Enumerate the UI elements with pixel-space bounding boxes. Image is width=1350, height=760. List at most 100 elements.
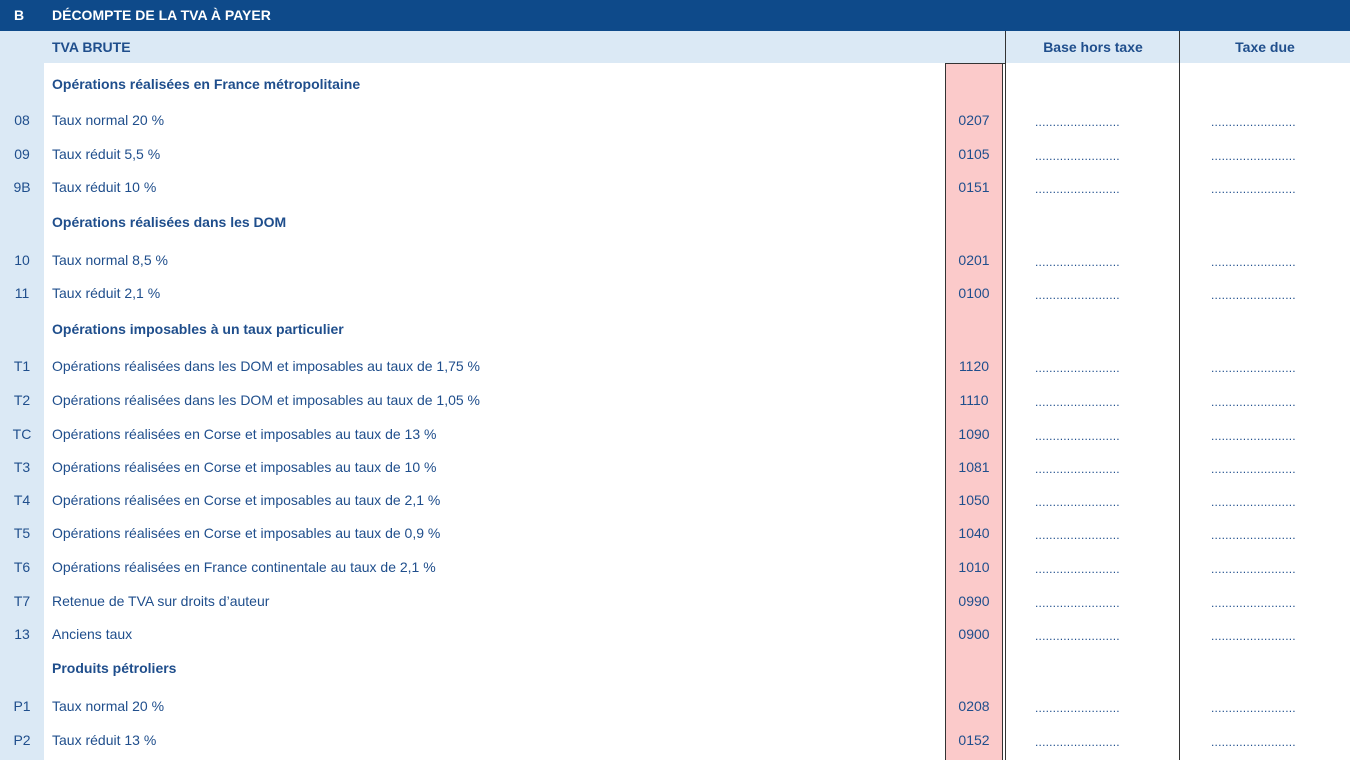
table-row: 9B Taux réduit 10 % 0151..................… bbox=[0, 170, 1350, 203]
row-number: 09 bbox=[14, 146, 30, 162]
row-code: 0990 bbox=[958, 593, 990, 609]
column-header-tax: Taxe due bbox=[1235, 39, 1295, 55]
tax-amount-field[interactable]: ........................ bbox=[1211, 596, 1296, 610]
tax-amount-field[interactable]: ........................ bbox=[1211, 255, 1296, 269]
row-label: Taux réduit 2,1 % bbox=[52, 285, 161, 301]
tax-amount-field[interactable]: ........................ bbox=[1211, 495, 1296, 509]
section-label: Opérations réalisées dans les DOM bbox=[52, 214, 287, 230]
base-amount-field[interactable]: ........................ bbox=[1035, 629, 1120, 643]
left-margin-strip bbox=[0, 0, 44, 760]
tax-amount-field[interactable]: ........................ bbox=[1211, 462, 1296, 476]
table-row: T3 Opérations réalisées en Corse et impos… bbox=[0, 450, 1350, 483]
row-code: 0100 bbox=[958, 285, 990, 301]
tax-amount-field[interactable]: ........................ bbox=[1211, 361, 1296, 375]
row-code: 0208 bbox=[958, 698, 990, 714]
row-label: Opérations réalisées dans les DOM et imp… bbox=[52, 392, 481, 408]
column-divider-base bbox=[1005, 31, 1006, 760]
row-number: T6 bbox=[13, 559, 31, 575]
row-label: Taux réduit 10 % bbox=[52, 179, 157, 195]
base-amount-field[interactable]: ........................ bbox=[1035, 562, 1120, 576]
tax-amount-field[interactable]: ........................ bbox=[1211, 149, 1296, 163]
base-amount-field[interactable]: ........................ bbox=[1035, 182, 1120, 196]
base-amount-field[interactable]: ........................ bbox=[1035, 429, 1120, 443]
table-row: P2 Taux réduit 13 % 0152..................… bbox=[0, 723, 1350, 756]
tax-amount-field[interactable]: ........................ bbox=[1211, 629, 1296, 643]
section-label: Produits pétroliers bbox=[52, 660, 177, 676]
tax-amount-field[interactable]: ........................ bbox=[1211, 735, 1296, 749]
row-label: Taux réduit 5,5 % bbox=[52, 146, 161, 162]
row-code: 1090 bbox=[958, 426, 990, 442]
table-row: 08 Taux normal 20 % 0207..................… bbox=[0, 103, 1350, 136]
base-amount-field[interactable]: ........................ bbox=[1035, 395, 1120, 409]
row-label: Opérations réalisées en Corse et imposab… bbox=[52, 426, 437, 442]
row-code: 0105 bbox=[958, 146, 990, 162]
row-number: T3 bbox=[13, 459, 31, 475]
row-number: T4 bbox=[13, 492, 31, 508]
tax-amount-field[interactable]: ........................ bbox=[1211, 429, 1296, 443]
row-number: 11 bbox=[14, 285, 30, 301]
row-label: Opérations réalisées dans les DOM et imp… bbox=[52, 358, 481, 374]
base-amount-field[interactable]: ........................ bbox=[1035, 735, 1120, 749]
section-letter: B bbox=[14, 7, 25, 23]
row-number: 9B bbox=[13, 179, 31, 195]
table-row: 13 Anciens taux 0900......................… bbox=[0, 617, 1350, 650]
tax-amount-field[interactable]: ........................ bbox=[1211, 701, 1296, 715]
section-heading-row: Opérations réalisées dans les DOM bbox=[0, 205, 1350, 238]
column-divider-tax bbox=[1179, 31, 1180, 760]
row-code: 0201 bbox=[958, 252, 990, 268]
base-amount-field[interactable]: ........................ bbox=[1035, 255, 1120, 269]
base-amount-field[interactable]: ........................ bbox=[1035, 596, 1120, 610]
base-amount-field[interactable]: ........................ bbox=[1035, 115, 1120, 129]
base-amount-field[interactable]: ........................ bbox=[1035, 462, 1120, 476]
section-label: Opérations imposables à un taux particul… bbox=[52, 321, 344, 337]
row-number: P2 bbox=[13, 732, 31, 748]
tax-amount-field[interactable]: ........................ bbox=[1211, 115, 1296, 129]
row-code: 1050 bbox=[958, 492, 990, 508]
base-amount-field[interactable]: ........................ bbox=[1035, 149, 1120, 163]
row-label: Retenue de TVA sur droits d’auteur bbox=[52, 593, 270, 609]
table-row: 10 Taux normal 8,5 % 0201.................… bbox=[0, 243, 1350, 276]
tax-amount-field[interactable]: ........................ bbox=[1211, 562, 1296, 576]
row-code: 0207 bbox=[958, 112, 990, 128]
section-title: DÉCOMPTE DE LA TVA À PAYER bbox=[52, 7, 271, 23]
tax-amount-field[interactable]: ........................ bbox=[1211, 395, 1296, 409]
row-number: 13 bbox=[14, 626, 30, 642]
column-header-base: Base hors taxe bbox=[1043, 39, 1143, 55]
row-number: 10 bbox=[14, 252, 30, 268]
row-label: Opérations réalisées en France continent… bbox=[52, 559, 436, 575]
section-heading-row: Produits pétroliers bbox=[0, 651, 1350, 684]
table-row: T1 Opérations réalisées dans les DOM et i… bbox=[0, 349, 1350, 382]
section-header-bar: B DÉCOMPTE DE LA TVA À PAYER bbox=[0, 0, 1350, 31]
subtitle-tva-brute: TVA BRUTE bbox=[52, 39, 131, 55]
row-number: P1 bbox=[13, 698, 31, 714]
base-amount-field[interactable]: ........................ bbox=[1035, 701, 1120, 715]
table-row: T4 Opérations réalisées en Corse et impos… bbox=[0, 483, 1350, 516]
row-code: 1081 bbox=[958, 459, 990, 475]
tax-amount-field[interactable]: ........................ bbox=[1211, 182, 1296, 196]
row-label: Taux réduit 13 % bbox=[52, 732, 157, 748]
base-amount-field[interactable]: ........................ bbox=[1035, 528, 1120, 542]
row-label: Opérations réalisées en Corse et imposab… bbox=[52, 459, 437, 475]
base-amount-field[interactable]: ........................ bbox=[1035, 288, 1120, 302]
section-heading-row: Opérations réalisées en France métropoli… bbox=[0, 67, 1350, 100]
row-number: T1 bbox=[13, 358, 31, 374]
table-row: T5 Opérations réalisées en Corse et impos… bbox=[0, 516, 1350, 549]
row-label: Opérations réalisées en Corse et imposab… bbox=[52, 492, 441, 508]
row-code: 0900 bbox=[958, 626, 990, 642]
tax-amount-field[interactable]: ........................ bbox=[1211, 528, 1296, 542]
row-code: 0151 bbox=[958, 179, 990, 195]
row-label: Opérations réalisées en Corse et imposab… bbox=[52, 525, 441, 541]
row-number: TC bbox=[12, 426, 32, 442]
row-code: 1010 bbox=[958, 559, 990, 575]
base-amount-field[interactable]: ........................ bbox=[1035, 361, 1120, 375]
row-label: Taux normal 8,5 % bbox=[52, 252, 168, 268]
table-row: T7 Retenue de TVA sur droits d’auteur 0990… bbox=[0, 584, 1350, 617]
table-row: TC Opérations réalisées en Corse et impos… bbox=[0, 417, 1350, 450]
row-number: 08 bbox=[14, 112, 30, 128]
row-number: T2 bbox=[13, 392, 31, 408]
row-label: Taux normal 20 % bbox=[52, 112, 165, 128]
tax-amount-field[interactable]: ........................ bbox=[1211, 288, 1296, 302]
row-label: Taux normal 20 % bbox=[52, 698, 165, 714]
table-row: P1 Taux normal 20 % 0208..................… bbox=[0, 689, 1350, 722]
base-amount-field[interactable]: ........................ bbox=[1035, 495, 1120, 509]
